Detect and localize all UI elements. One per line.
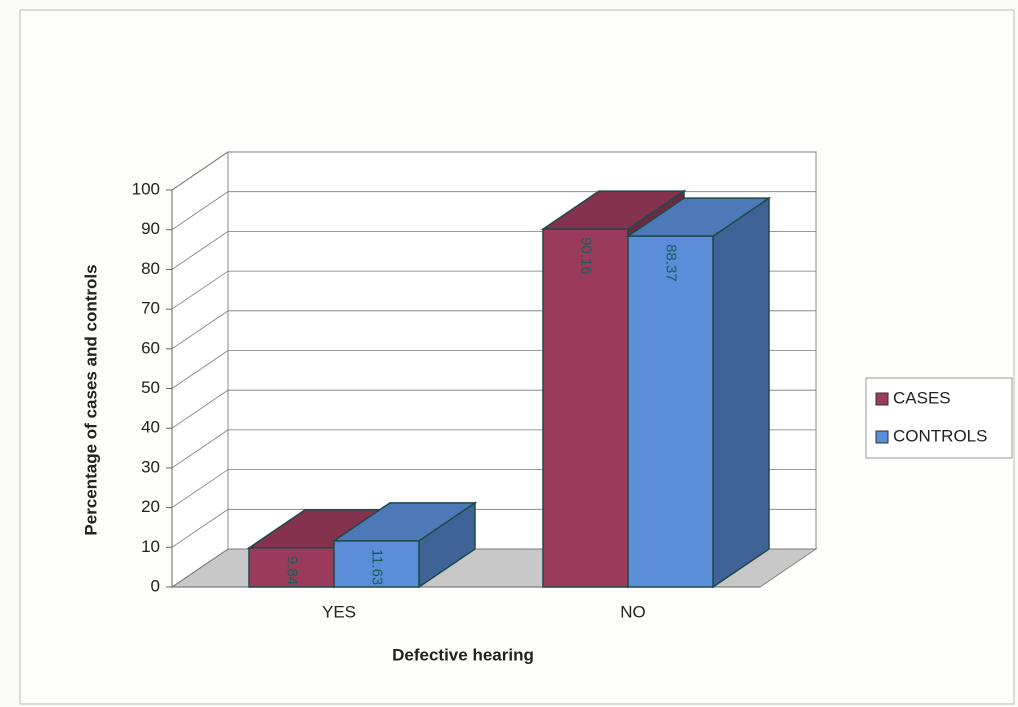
- bar-front: [333, 540, 420, 588]
- y-tick-label: 50: [141, 378, 160, 397]
- y-tick-label: 80: [141, 259, 160, 278]
- y-tick-label: 40: [141, 418, 160, 437]
- legend: [865, 377, 1013, 459]
- y-tick-label: 10: [141, 537, 160, 556]
- y-tick-label: 20: [141, 497, 160, 516]
- legend-swatch: [875, 430, 889, 444]
- data-label: 11.63: [369, 549, 386, 585]
- bar-front: [542, 228, 629, 588]
- legend-label: CASES: [893, 388, 951, 407]
- y-tick-label: 100: [132, 179, 160, 198]
- y-tick-label: 70: [141, 299, 160, 318]
- data-label: 9.84: [284, 556, 301, 585]
- y-tick-label: 60: [141, 338, 160, 357]
- legend-swatch: [875, 392, 889, 406]
- bar: [625, 196, 772, 589]
- bar-front: [627, 235, 714, 588]
- x-axis-label: Defective hearing: [392, 645, 534, 664]
- data-label: 88.37: [663, 244, 680, 282]
- x-tick-label: NO: [620, 602, 646, 621]
- x-tick-label: YES: [322, 602, 356, 621]
- legend-label: CONTROLS: [893, 426, 987, 445]
- grid-line: [171, 151, 816, 191]
- bar: [331, 501, 478, 589]
- y-tick-label: 30: [141, 457, 160, 476]
- data-label: 90.16: [578, 237, 595, 275]
- bar-side: [712, 196, 770, 589]
- y-tick-label: 0: [151, 576, 160, 595]
- y-axis-label: Percentage of cases and controls: [81, 264, 100, 535]
- y-tick-label: 90: [141, 219, 160, 238]
